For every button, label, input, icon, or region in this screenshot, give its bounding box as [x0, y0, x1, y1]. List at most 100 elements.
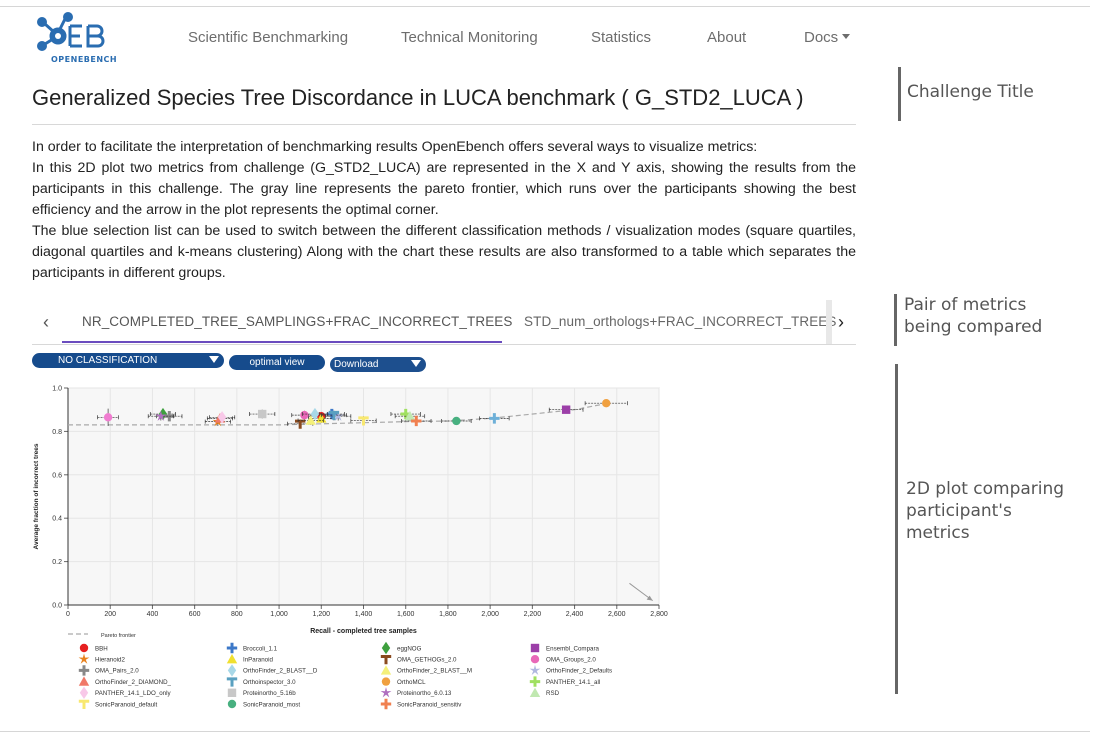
description-paragraph: The blue selection list can be used to s…	[32, 223, 856, 281]
tabs-next-icon[interactable]: ›	[838, 312, 844, 332]
legend-marker	[530, 655, 540, 664]
x-tick-label: 200	[104, 611, 116, 618]
legend-label: Proteinortho_5.16b	[243, 690, 296, 697]
data-point	[103, 413, 113, 422]
legend-label: OMA_Groups_2.0	[546, 657, 596, 664]
x-tick-label: 2,400	[566, 611, 584, 618]
x-tick-label: 800	[231, 611, 243, 618]
legend-label: Broccoli_1.1	[243, 645, 278, 652]
description-line: In order to facilitate the interpretatio…	[32, 139, 758, 155]
classification-select-value: NO CLASSIFICATION	[58, 355, 158, 366]
openebench-logo[interactable]	[36, 12, 116, 64]
bottom-divider	[0, 731, 1090, 732]
annotation-bar	[894, 294, 897, 346]
y-axis-label: Average fraction of incorrect trees	[33, 443, 40, 549]
data-point	[489, 413, 500, 424]
legend-label: SonicParanoid_most	[243, 701, 300, 708]
data-point	[404, 411, 416, 421]
data-point	[332, 410, 344, 421]
data-point	[158, 407, 168, 421]
data-point	[294, 419, 306, 429]
legend-label: OrthoFinder_2_Defaults	[546, 668, 612, 675]
x-tick-label: 1,000	[270, 611, 288, 618]
legend-label: Proteinortho_6.0.13	[397, 690, 452, 697]
tab-std-num-orthologs[interactable]: STD_num_orthologs+FRAC_INCORRECT_TREES	[524, 314, 837, 329]
data-point	[155, 410, 167, 421]
legend-marker	[529, 687, 541, 697]
chart-svg: 0 200 400 600 800 1,000 1,200 1,400 1,600 1,800 2,…	[33, 386, 668, 710]
data-point	[316, 413, 327, 423]
nav-about[interactable]: About	[707, 29, 747, 46]
legend-marker	[78, 653, 90, 664]
optimal-view-button[interactable]: optimal view	[229, 355, 325, 370]
page-title: Generalized Species Tree Discordance in …	[32, 85, 804, 110]
data-point	[326, 408, 338, 420]
legend-marker	[226, 642, 238, 654]
description-paragraph: In this 2D plot two metrics from challen…	[32, 160, 856, 218]
legend-marker	[227, 688, 237, 697]
title-divider	[32, 124, 856, 125]
brand-name: OPENEBENCH	[51, 55, 118, 64]
legend-marker	[78, 665, 90, 676]
x-tick-label: 400	[147, 611, 159, 618]
classification-select[interactable]: NO CLASSIFICATION	[32, 353, 224, 368]
legend-label: OMA_Pairs_2.0	[95, 668, 139, 675]
legend-label: PANTHER_14.1_all	[546, 679, 600, 686]
legend-marker	[380, 687, 392, 698]
optimal-corner-arrowhead	[646, 595, 653, 601]
logo-icon	[37, 12, 105, 51]
legend-marker	[227, 699, 237, 709]
download-select[interactable]: Download	[330, 357, 426, 372]
data-point	[217, 411, 227, 424]
legend-marker	[226, 654, 238, 664]
y-tick-label: 0.4	[52, 516, 62, 523]
metric-tabs: ‹ NR_COMPLETED_TREE_SAMPLINGS+FRAC_INCOR…	[32, 300, 856, 345]
legend-label: SonicParanoid_sensitiv	[397, 701, 462, 708]
annotation-bar	[895, 364, 898, 694]
nav-docs-label: Docs	[804, 29, 839, 46]
annotation-2d-plot: 2D plot comparing participant's metrics	[906, 479, 1065, 543]
legend-marker	[529, 664, 541, 676]
data-point	[400, 408, 411, 420]
legend-marker	[227, 664, 237, 677]
x-tick-label: 2,000	[481, 611, 499, 618]
download-select-value: Download	[334, 359, 379, 370]
x-tick-label: 1,800	[439, 611, 457, 618]
legend-label: Orthoinspector_3.0	[243, 679, 296, 686]
legend-marker	[226, 677, 238, 687]
nav-technical-monitoring[interactable]: Technical Monitoring	[401, 29, 538, 46]
description: In order to facilitate the interpretatio…	[32, 137, 856, 284]
annotation-challenge-title: Challenge Title	[907, 82, 1034, 102]
legend-marker	[529, 676, 541, 687]
nav-statistics[interactable]: Statistics	[591, 29, 652, 46]
nav-scientific-benchmarking[interactable]: Scientific Benchmarking	[188, 29, 349, 46]
chevron-down-icon	[411, 360, 421, 367]
data-point	[358, 416, 369, 426]
data-point	[452, 416, 461, 426]
y-tick-label: 0.0	[52, 603, 62, 610]
legend-label: Ensembl_Compara	[546, 645, 600, 652]
legend-pareto-label: Pareto frontier	[101, 633, 136, 639]
top-divider	[0, 6, 1090, 7]
annotation-pair-of-metrics: Pair of metrics being compared	[904, 295, 1043, 337]
legend-label: BBH	[95, 645, 108, 652]
legend-label: Hieranoid2	[95, 657, 125, 664]
tabs-prev-icon[interactable]: ‹	[43, 312, 49, 332]
legend-marker	[381, 677, 391, 686]
legend-marker	[380, 665, 392, 675]
data-point	[257, 409, 267, 419]
y-tick-label: 0.8	[52, 429, 62, 436]
legend-label: PANTHER_14.1_LDO_only	[95, 690, 171, 697]
legend-label: OrthoFinder_2_BLAST__M	[397, 668, 472, 675]
data-point	[602, 398, 611, 408]
tab-nr-completed-tree-samplings[interactable]: NR_COMPLETED_TREE_SAMPLINGS+FRAC_INCORRE…	[82, 314, 513, 329]
legend-label: OrthoFinder_2_DIAMOND_	[95, 679, 172, 686]
annotation-bar	[898, 67, 901, 121]
x-axis-label: Recall - completed tree samples	[310, 628, 417, 635]
legend-marker	[380, 698, 392, 710]
legend-marker	[530, 643, 540, 653]
nav-docs-dropdown[interactable]: Docs	[804, 29, 851, 46]
data-point	[561, 405, 571, 414]
legend-label: SonicParanoid_default	[95, 701, 158, 708]
x-tick-label: 0	[66, 611, 70, 618]
